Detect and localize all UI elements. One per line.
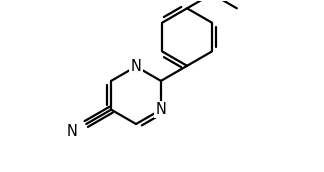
Text: N: N	[67, 124, 78, 139]
Text: N: N	[131, 59, 142, 74]
Text: N: N	[156, 102, 166, 117]
